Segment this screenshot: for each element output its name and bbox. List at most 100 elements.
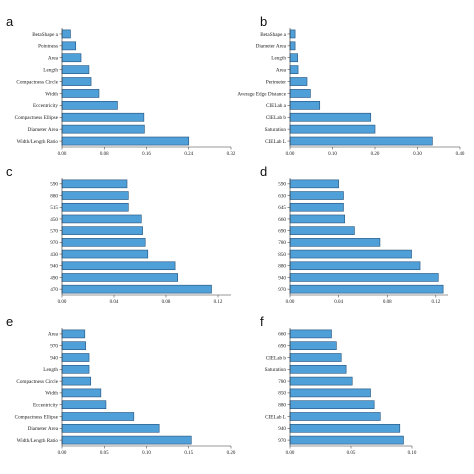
chart-panel-b: b BetaShape a Diameter Area Length Area Perim…: [237, 14, 464, 157]
x-tick-label: 0.05: [347, 451, 356, 456]
bar: [289, 353, 342, 362]
x-tick-label: 0.04: [110, 300, 119, 305]
bar: [289, 101, 321, 110]
bar: [289, 112, 372, 122]
y-tick-label: Compactness Ellipse: [15, 115, 59, 121]
panel-letter: c: [6, 164, 13, 179]
bar: [61, 65, 90, 74]
chart-panel-d: d 590 630 645 660 690 780 850 880 940 970 0.00 0.04 0…: [260, 164, 448, 305]
y-tick-label: 850: [278, 252, 286, 258]
y-tick-label: Pointness: [38, 44, 58, 50]
bar: [61, 202, 129, 212]
chart-panel-a: a BetaShape a Pointness Area Length Compactne…: [6, 14, 236, 157]
bar: [61, 400, 107, 410]
x-tick-label: 0.00: [286, 300, 295, 305]
x-tick-label: 0.15: [184, 451, 193, 456]
x-tick-label: 0.12: [431, 300, 440, 305]
y-tick-label: Saturation: [265, 367, 287, 373]
y-tick-label: Diameter Area: [28, 127, 59, 133]
bar: [61, 388, 102, 398]
x-tick-label: 0.32: [227, 152, 236, 157]
bar: [61, 423, 160, 433]
y-tick-label: Compactness Circle: [16, 379, 58, 385]
bar: [289, 412, 381, 421]
bar: [289, 29, 296, 39]
bar: [289, 226, 355, 235]
y-tick-label: 880: [278, 264, 286, 270]
panel-letter: e: [6, 314, 13, 329]
y-tick-label: Length: [43, 367, 58, 373]
bar: [289, 273, 439, 282]
bar: [289, 136, 433, 146]
y-tick-label: Length: [271, 56, 286, 62]
x-tick-label: 0.08: [383, 300, 392, 305]
bar: [61, 364, 90, 374]
bar: [61, 341, 86, 351]
y-tick-label: 780: [278, 379, 286, 385]
y-tick-label: 515: [50, 205, 58, 211]
y-tick-label: 430: [50, 252, 58, 258]
bar: [289, 388, 371, 398]
y-tick-label: Saturation: [265, 127, 287, 133]
x-tick-label: 0.10: [328, 152, 337, 157]
chart-panel-c: c 590 880 515 450 570 970 430 940 490 470 0.00 0.04 0…: [6, 164, 231, 305]
bar: [289, 214, 345, 224]
bar: [61, 77, 92, 86]
bar: [289, 423, 401, 433]
y-tick-label: BetaShape a: [32, 32, 58, 38]
x-tick-label: 0.20: [227, 451, 236, 456]
x-tick-label: 0.05: [100, 451, 109, 456]
y-tick-label: CIELab L: [265, 414, 286, 420]
y-tick-label: 690: [278, 228, 286, 234]
y-tick-label: Width/Length Ratio: [17, 438, 59, 444]
bar: [289, 400, 375, 410]
y-tick-label: CIELab L: [265, 139, 286, 145]
x-tick-label: 0.04: [334, 300, 343, 305]
bar: [61, 53, 82, 63]
y-tick-label: Width/Length Ratio: [17, 139, 59, 145]
y-tick-label: 970: [278, 287, 286, 293]
bar: [289, 53, 298, 63]
panel-letter: b: [260, 14, 267, 29]
y-tick-label: 880: [278, 403, 286, 409]
x-tick-label: 0.16: [142, 152, 151, 157]
y-tick-label: CIELab b: [266, 355, 287, 361]
bar: [61, 238, 146, 247]
bar: [61, 273, 178, 282]
bar: [289, 191, 344, 200]
bar: [289, 77, 308, 86]
x-tick-label: 0.30: [413, 152, 422, 157]
bar: [289, 89, 311, 98]
x-tick-label: 0.00: [286, 451, 295, 456]
x-tick-label: 0.00: [58, 300, 67, 305]
y-tick-label: Diameter Area: [256, 44, 287, 50]
y-tick-label: CIELab a: [266, 103, 287, 109]
bar: [289, 329, 332, 339]
bar: [61, 89, 100, 98]
bar: [61, 226, 143, 235]
y-tick-label: 880: [50, 193, 58, 199]
x-tick-label: 0.10: [142, 451, 151, 456]
bar: [61, 412, 135, 421]
bar: [61, 112, 145, 122]
y-tick-label: Diameter Area: [28, 426, 59, 432]
panel-letter: f: [260, 314, 264, 329]
y-tick-label: 470: [50, 287, 58, 293]
bar: [289, 65, 299, 74]
bar: [289, 284, 444, 294]
y-tick-label: Area: [48, 332, 59, 338]
chart-panel-e: e Area 970 940 Length Compactness Circle Width…: [6, 314, 236, 456]
bar: [61, 249, 149, 259]
y-tick-label: 645: [278, 205, 286, 211]
y-tick-label: 660: [278, 332, 286, 338]
bar: [61, 179, 128, 189]
bar: [289, 238, 381, 247]
bar: [61, 191, 129, 200]
panel-letter: a: [6, 14, 14, 29]
bar: [61, 376, 92, 386]
bar: [61, 214, 142, 224]
bar: [289, 341, 337, 351]
bar: [289, 249, 412, 259]
bar: [61, 136, 190, 146]
y-tick-label: 970: [278, 438, 286, 444]
